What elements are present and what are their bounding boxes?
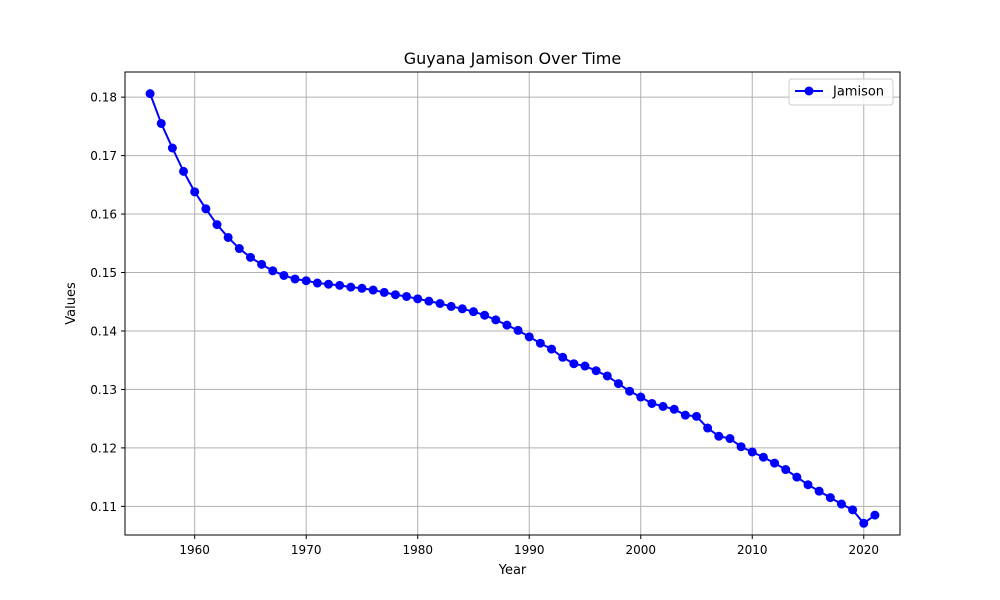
data-point bbox=[792, 472, 802, 482]
data-point bbox=[647, 398, 657, 408]
legend-marker-swatch bbox=[804, 86, 814, 96]
axis-ticks: 1960 1970 1980 1990 2000 2010 2020 0.11 0.12 0.13… bbox=[90, 91, 879, 557]
data-point bbox=[613, 379, 623, 389]
data-point bbox=[636, 392, 646, 402]
data-point bbox=[301, 276, 311, 286]
data-point bbox=[424, 296, 434, 306]
y-tick-label: 0.17 bbox=[90, 149, 117, 163]
data-point bbox=[524, 332, 534, 342]
data-point bbox=[379, 287, 389, 297]
data-point bbox=[703, 423, 713, 433]
data-point bbox=[212, 220, 222, 230]
data-point bbox=[747, 447, 757, 457]
data-point bbox=[625, 386, 635, 396]
data-point bbox=[457, 304, 467, 314]
y-tick-label: 0.16 bbox=[90, 208, 117, 222]
data-point bbox=[179, 166, 189, 176]
data-point bbox=[513, 325, 523, 335]
x-axis-label: Year bbox=[498, 563, 527, 578]
y-tick-label: 0.15 bbox=[90, 266, 117, 280]
data-point bbox=[324, 279, 334, 289]
data-point bbox=[290, 274, 300, 284]
data-point bbox=[480, 310, 490, 320]
data-point bbox=[658, 401, 668, 411]
data-point bbox=[357, 283, 367, 293]
data-point bbox=[156, 118, 166, 128]
data-point bbox=[368, 285, 378, 295]
data-point bbox=[402, 291, 412, 301]
x-tick-label: 1960 bbox=[179, 543, 210, 557]
y-tick-label: 0.13 bbox=[90, 383, 117, 397]
data-point bbox=[201, 204, 211, 214]
data-point bbox=[547, 344, 557, 354]
y-tick-label: 0.12 bbox=[90, 441, 117, 455]
data-point bbox=[870, 510, 880, 520]
data-point bbox=[190, 187, 200, 197]
y-tick-label: 0.11 bbox=[90, 500, 117, 514]
x-tick-label: 2020 bbox=[848, 543, 879, 557]
data-point bbox=[736, 442, 746, 452]
data-point bbox=[279, 270, 289, 280]
chart-title: Guyana Jamison Over Time bbox=[404, 49, 621, 68]
legend-box bbox=[788, 78, 894, 106]
data-point bbox=[145, 89, 155, 99]
legend-label-jamison: Jamison bbox=[832, 85, 884, 100]
data-point bbox=[257, 259, 267, 269]
data-point bbox=[669, 404, 679, 414]
data-point bbox=[346, 282, 356, 292]
data-point bbox=[223, 232, 233, 242]
data-point bbox=[535, 338, 545, 348]
series-layer bbox=[145, 89, 880, 528]
y-axis-label: Values bbox=[64, 282, 79, 325]
plot-frame bbox=[124, 71, 901, 536]
data-point bbox=[312, 278, 322, 288]
legend: Jamison bbox=[788, 78, 894, 106]
data-point bbox=[591, 366, 601, 376]
data-point bbox=[446, 301, 456, 311]
data-point bbox=[413, 294, 423, 304]
data-point bbox=[680, 410, 690, 420]
data-point bbox=[602, 371, 612, 381]
data-point bbox=[848, 505, 858, 515]
data-point bbox=[836, 499, 846, 509]
x-tick-label: 1990 bbox=[514, 543, 545, 557]
y-tick-label: 0.14 bbox=[90, 324, 117, 338]
data-point bbox=[859, 518, 869, 528]
data-point bbox=[245, 252, 255, 262]
data-point bbox=[770, 458, 780, 468]
data-point bbox=[714, 431, 724, 441]
data-point bbox=[502, 320, 512, 330]
data-point bbox=[468, 307, 478, 317]
data-point bbox=[234, 244, 244, 254]
data-point bbox=[580, 361, 590, 371]
data-point bbox=[268, 266, 278, 276]
data-point bbox=[167, 143, 177, 153]
data-point bbox=[558, 352, 568, 362]
data-point bbox=[435, 299, 445, 308]
data-point bbox=[758, 452, 768, 462]
x-tick-label: 2010 bbox=[737, 543, 768, 557]
x-tick-label: 1980 bbox=[402, 543, 433, 557]
x-tick-label: 2000 bbox=[625, 543, 656, 557]
data-point bbox=[825, 493, 835, 503]
data-point bbox=[803, 480, 813, 490]
data-point bbox=[390, 290, 400, 300]
y-tick-label: 0.18 bbox=[90, 91, 117, 105]
data-point bbox=[781, 465, 791, 475]
data-point bbox=[691, 411, 701, 421]
data-point bbox=[725, 434, 735, 444]
x-tick-label: 1970 bbox=[291, 543, 322, 557]
data-point bbox=[335, 280, 345, 290]
data-point bbox=[491, 315, 501, 325]
data-point bbox=[814, 486, 824, 496]
grid-lines bbox=[125, 72, 900, 535]
data-point bbox=[569, 359, 579, 369]
